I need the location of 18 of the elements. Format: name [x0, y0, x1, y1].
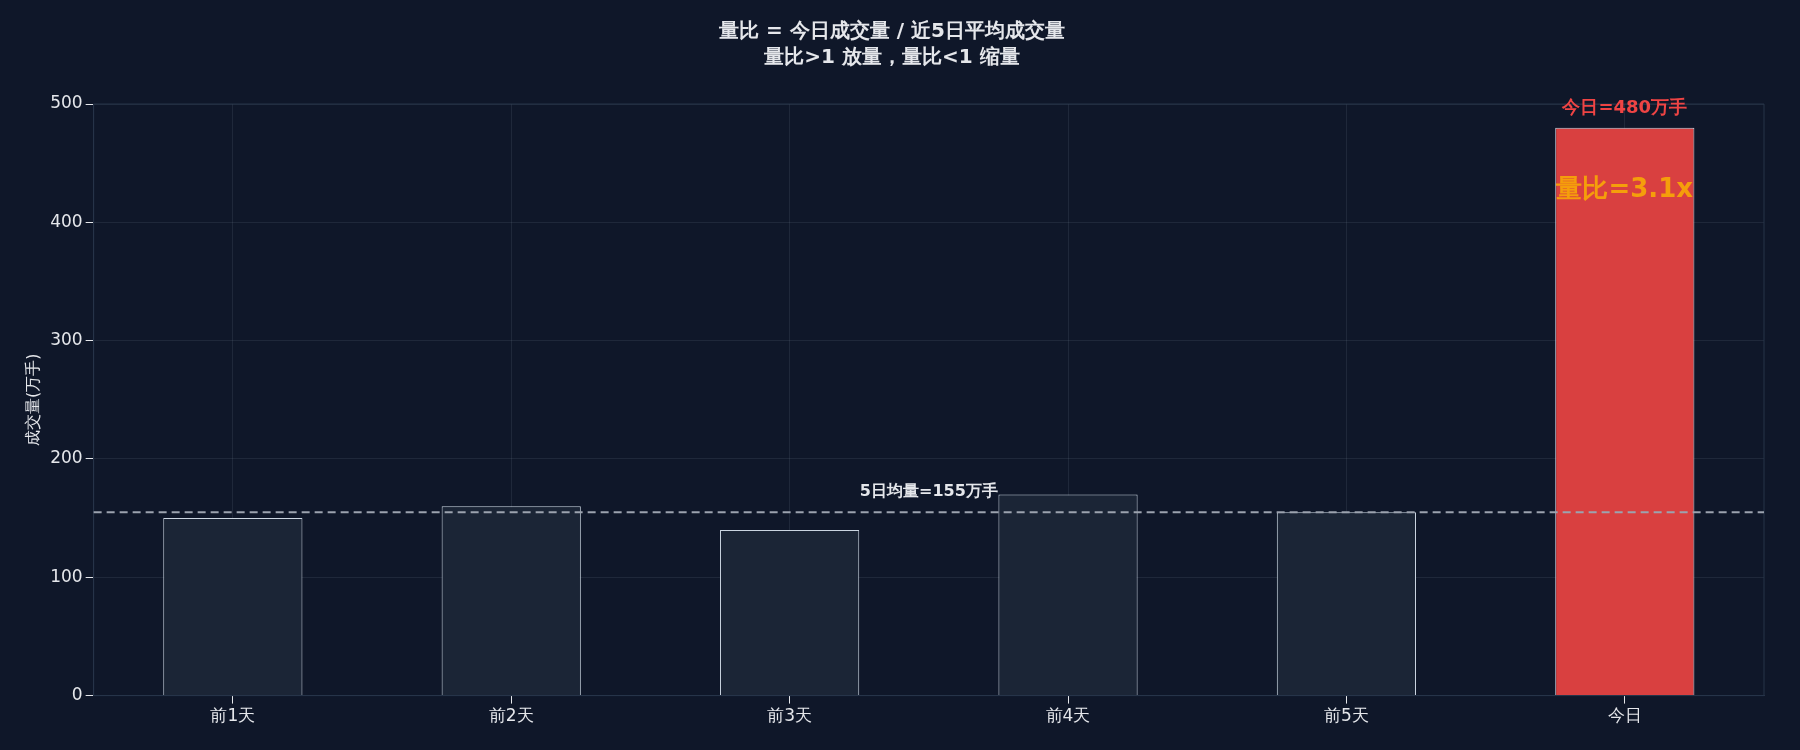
annotation: 今日=480万手	[1561, 96, 1688, 118]
y-tick-label: 400	[50, 210, 83, 231]
y-tick-label: 0	[71, 684, 83, 705]
y-axis-title: 成交量(万手)	[22, 353, 42, 447]
y-tick-label: 100	[50, 565, 83, 586]
x-tick-label: 前5天	[1324, 705, 1369, 726]
x-tick-label: 前2天	[488, 705, 534, 726]
ref-line-label: 5日均量=155万手	[859, 481, 998, 501]
x-tick-label: 今日	[1607, 705, 1642, 726]
chart-subtitle: 量比>1 放量，量比<1 缩量	[763, 44, 1020, 69]
y-tick-label: 200	[50, 447, 83, 468]
y-tick-label: 500	[50, 92, 83, 113]
y-tick-label: 300	[50, 329, 83, 350]
x-tick-label: 前3天	[767, 705, 813, 726]
x-tick-label: 前1天	[210, 705, 256, 726]
chart-title: 量比 = 今日成交量 / 近5日平均成交量	[718, 18, 1065, 43]
annotation: 量比=3.1x	[1555, 173, 1694, 204]
x-tick-label: 前4天	[1045, 705, 1091, 726]
